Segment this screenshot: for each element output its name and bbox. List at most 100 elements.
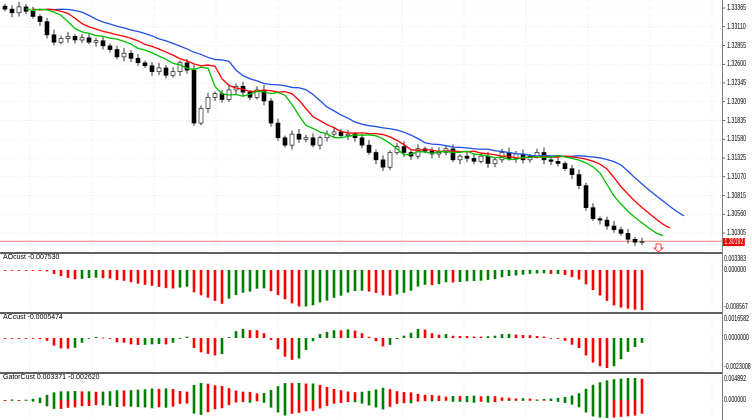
gator-lower-bar bbox=[178, 400, 182, 404]
candle bbox=[9, 8, 15, 14]
gator-upper-bar bbox=[269, 389, 273, 400]
gator-lower-bar bbox=[87, 400, 91, 406]
ac-bar bbox=[157, 338, 161, 345]
ao-bar bbox=[605, 270, 609, 301]
ao-bar bbox=[129, 270, 133, 283]
gator-axis-zero: 0.000000 bbox=[724, 395, 747, 404]
price-axis-label: 1.33365 bbox=[727, 3, 747, 12]
ac-bar bbox=[346, 329, 350, 338]
ao-bar bbox=[318, 270, 322, 303]
gator-upper-bar bbox=[164, 388, 168, 400]
candle bbox=[170, 71, 176, 76]
ao-bar bbox=[248, 270, 252, 292]
ac-bar bbox=[220, 338, 224, 355]
ao-bar bbox=[542, 270, 546, 274]
gator-upper-bar bbox=[640, 378, 644, 400]
candle bbox=[303, 137, 309, 140]
pane-separator bbox=[0, 312, 722, 314]
alligator-teeth-line bbox=[32, 8, 671, 229]
gator-lower-bar bbox=[283, 400, 287, 416]
gator-upper-bar bbox=[157, 388, 161, 400]
gator-upper-bar bbox=[598, 382, 602, 400]
gator-lower-bar bbox=[563, 400, 567, 404]
ac-bar bbox=[388, 338, 392, 345]
gator-lower-bar bbox=[297, 400, 301, 413]
gator-lower-bar bbox=[164, 400, 168, 408]
ac-bar bbox=[241, 328, 245, 338]
gator-lower-bar bbox=[3, 400, 7, 401]
gator-lower-bar bbox=[262, 400, 266, 403]
gator-lower-bar bbox=[213, 400, 217, 410]
gator-upper-bar bbox=[220, 385, 224, 400]
ac-bar bbox=[318, 334, 322, 338]
ac-axis-max: 0.0016582 bbox=[724, 314, 749, 323]
ao-bar bbox=[199, 270, 203, 296]
pane-separator bbox=[0, 372, 722, 374]
candle bbox=[142, 62, 148, 67]
ac-bar bbox=[556, 338, 560, 339]
candle bbox=[373, 152, 379, 161]
gator-upper-bar bbox=[612, 379, 616, 400]
candle bbox=[450, 148, 456, 161]
ac-bar bbox=[395, 338, 399, 340]
ao-bar bbox=[409, 270, 413, 291]
ac-bar bbox=[192, 338, 196, 348]
gator-lower-bar bbox=[339, 400, 343, 403]
gator-lower-bar bbox=[66, 400, 70, 408]
candle bbox=[296, 133, 302, 140]
gator-lower-bar bbox=[38, 400, 42, 404]
gator-lower-bar bbox=[556, 400, 560, 402]
ac-bar bbox=[248, 330, 252, 338]
gator-upper-bar bbox=[87, 391, 91, 400]
ao-bar bbox=[150, 270, 154, 286]
ac-bar bbox=[640, 338, 644, 343]
ao-bar bbox=[290, 270, 294, 304]
gator-lower-bar bbox=[570, 400, 574, 405]
price-axis-label: 1.31070 bbox=[727, 171, 747, 181]
ao-bar bbox=[311, 270, 315, 306]
price-axis-label: 1.33110 bbox=[727, 21, 746, 31]
ac-bar bbox=[521, 335, 525, 338]
gator-upper-bar bbox=[500, 397, 504, 400]
ac-axis-min: -0.0023008 bbox=[724, 362, 751, 371]
gator-lower-bar bbox=[486, 400, 490, 403]
candle bbox=[149, 65, 155, 72]
ao-bar bbox=[164, 270, 168, 289]
gator-upper-bar bbox=[171, 389, 175, 400]
candle bbox=[569, 168, 575, 175]
ac-bar bbox=[423, 329, 427, 338]
gator-lower-bar bbox=[199, 400, 203, 415]
candle bbox=[457, 155, 463, 161]
gator-upper-bar bbox=[290, 383, 294, 400]
gator-lower-bar bbox=[332, 400, 336, 404]
gator-upper-bar bbox=[626, 378, 630, 400]
ao-bar bbox=[269, 270, 273, 292]
gator-upper-bar bbox=[395, 391, 399, 400]
gator-upper-bar bbox=[185, 391, 189, 400]
ao-bar bbox=[276, 270, 280, 295]
candle bbox=[345, 133, 351, 136]
alligator-lips-line bbox=[25, 8, 664, 237]
gator-lower-bar bbox=[577, 400, 581, 408]
gator-lower-bar bbox=[633, 400, 637, 416]
gator-upper-bar bbox=[129, 390, 133, 400]
candle bbox=[58, 38, 64, 43]
ao-bar bbox=[367, 270, 371, 292]
gator-upper-bar bbox=[486, 395, 490, 400]
price-axis-label: 1.31835 bbox=[727, 115, 747, 125]
gator-upper-bar bbox=[416, 393, 420, 400]
ao-bar bbox=[241, 270, 245, 293]
gator-lower-bar bbox=[150, 400, 154, 409]
ao-bar bbox=[381, 270, 385, 296]
gator-upper-bar bbox=[10, 399, 14, 401]
price-axis-label: 1.31325 bbox=[727, 153, 747, 162]
ac-axis-zero: 0.0000000 bbox=[724, 333, 749, 342]
ac-bar bbox=[542, 336, 546, 338]
ac-bar bbox=[633, 338, 637, 347]
ac-bar bbox=[472, 336, 476, 338]
gator-lower-bar bbox=[444, 400, 448, 401]
ao-bar bbox=[59, 270, 63, 277]
gator-upper-bar bbox=[52, 392, 56, 400]
gator-lower-bar bbox=[640, 400, 644, 414]
